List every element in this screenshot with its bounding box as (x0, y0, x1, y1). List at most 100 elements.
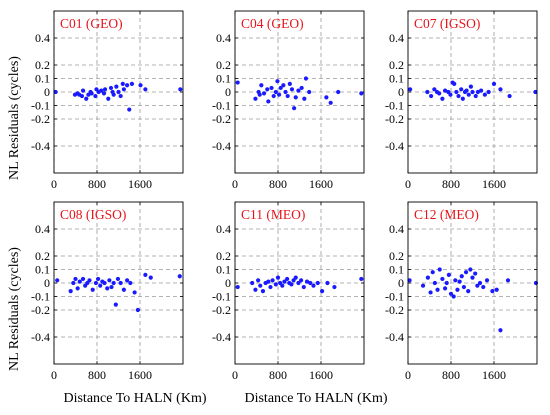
plot-frame (234, 10, 365, 174)
y-tick-label: -0.4 (212, 139, 231, 153)
y-tick-label: 0.4 (216, 31, 231, 45)
plot-frame (53, 201, 184, 365)
data-point (448, 92, 453, 97)
panel-title: C12 (MEO) (414, 207, 479, 222)
y-tick-label: -0.1 (31, 99, 50, 113)
data-point (304, 279, 310, 284)
data-point (446, 272, 451, 277)
data-point (138, 83, 143, 88)
x-axis-label-col-2: Distance To HALN (Km) (244, 391, 387, 406)
data-point (102, 280, 107, 286)
y-tick-label: -0.1 (385, 290, 404, 304)
data-point (282, 279, 287, 284)
data-point (115, 276, 121, 282)
y-tick-label: -0.2 (212, 303, 231, 317)
plot-frame (407, 201, 538, 365)
data-point (473, 271, 478, 276)
y-tick-label: -0.2 (31, 112, 50, 126)
y-tick-label: 0.2 (389, 249, 404, 263)
data-point (299, 85, 304, 91)
data-point (459, 87, 464, 92)
data-point (301, 284, 306, 290)
data-point (505, 278, 511, 283)
data-point (135, 307, 140, 313)
data-point (80, 88, 86, 93)
data-point (177, 274, 182, 279)
data-point (120, 81, 125, 86)
data-point (325, 280, 330, 286)
data-point (106, 96, 111, 101)
data-point (479, 88, 484, 93)
data-point (307, 89, 312, 95)
data-point (466, 289, 471, 294)
data-point (498, 328, 503, 333)
data-point (253, 287, 258, 292)
data-point (93, 93, 98, 99)
data-point (84, 96, 89, 101)
data-point (276, 92, 282, 97)
data-point (121, 87, 126, 92)
data-point (437, 91, 442, 96)
data-point (280, 283, 285, 288)
y-tick-label: 0.1 (216, 72, 231, 86)
data-point (440, 96, 445, 101)
data-point (319, 289, 325, 294)
data-point (125, 83, 130, 88)
data-point (491, 81, 497, 86)
data-point (299, 278, 304, 283)
data-point (454, 89, 459, 95)
data-point (408, 87, 413, 92)
data-point (256, 278, 261, 283)
data-point (303, 76, 309, 81)
plot-frame (407, 10, 538, 174)
data-point (270, 278, 275, 283)
x-tick-label: 800 (442, 177, 460, 191)
data-point (420, 283, 426, 288)
data-point (253, 96, 258, 101)
y-tick-label: -0.4 (212, 330, 231, 344)
data-point (268, 284, 273, 290)
data-point (98, 283, 103, 288)
data-point (87, 278, 92, 283)
data-point (470, 89, 475, 95)
y-tick-label: -0.4 (385, 139, 404, 153)
data-point (311, 283, 316, 288)
y-tick-label: 0.4 (389, 222, 404, 236)
x-tick-label: 800 (442, 368, 460, 382)
data-point (435, 287, 440, 292)
data-point (507, 93, 512, 99)
data-point (281, 83, 286, 88)
y-tick-label: -0.1 (385, 99, 404, 113)
data-point (432, 280, 437, 286)
data-point (448, 291, 454, 296)
data-point (273, 89, 278, 95)
data-point (336, 89, 341, 95)
data-point (442, 286, 448, 291)
panel-title: C11 (MEO) (241, 207, 305, 222)
data-point (235, 284, 240, 290)
data-point (105, 286, 110, 291)
data-point (99, 88, 104, 93)
data-point (498, 87, 503, 92)
x-tick-label: 1600 (128, 368, 152, 382)
data-point (475, 89, 480, 95)
data-point (464, 88, 469, 93)
data-point (111, 92, 116, 97)
data-point (425, 275, 430, 280)
plot-frame (53, 10, 184, 174)
x-tick-label: 0 (51, 177, 57, 191)
y-tick-label: -0.4 (31, 330, 50, 344)
data-point (257, 92, 262, 97)
y-tick-label: 0.4 (35, 222, 50, 236)
data-point (101, 91, 107, 96)
data-point (129, 81, 135, 86)
data-point (266, 99, 271, 104)
y-tick-label: 0.2 (216, 249, 231, 263)
data-point (128, 280, 133, 286)
data-point (118, 280, 123, 286)
y-tick-label: 0.2 (35, 249, 50, 263)
data-point (109, 284, 114, 290)
data-point (275, 79, 280, 84)
